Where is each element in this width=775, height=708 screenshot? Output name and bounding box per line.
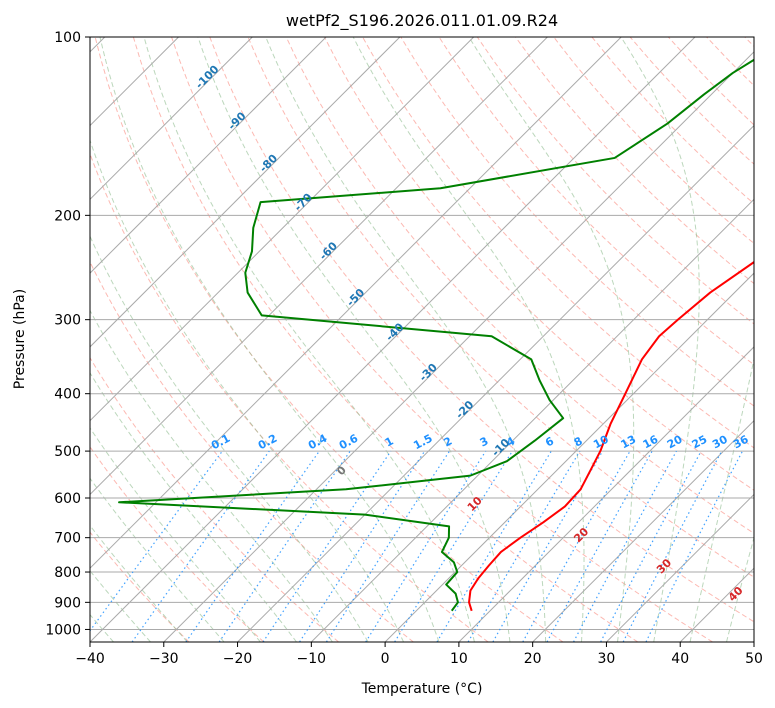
dry-adiabat [323, 37, 754, 491]
dry-adiabat [132, 37, 639, 642]
y-tick-label: 200 [54, 208, 81, 224]
isotherm [310, 198, 754, 642]
mixing-ratio-line [573, 450, 677, 642]
mixing-ratio-line [394, 450, 513, 642]
isotherm [384, 272, 754, 642]
mixing-ratio-line [218, 450, 351, 642]
mixing-ratio-label: 16 [641, 433, 661, 452]
grid-layer [90, 37, 754, 642]
moist-adiabat [468, 37, 635, 642]
mixing-ratio-line [185, 450, 320, 642]
mixing-ratio-label: 30 [710, 433, 730, 452]
plot-frame [89, 36, 755, 643]
x-tick-label: 50 [745, 651, 763, 667]
y-tick-label: 600 [54, 491, 81, 507]
x-tick-label: 30 [598, 651, 616, 667]
moist-adiabat [143, 37, 475, 642]
mixing-ratio-line [436, 450, 552, 642]
mixing-ratio-line [325, 450, 450, 642]
x-tick-label: −40 [75, 651, 105, 667]
x-tick-label: −10 [297, 651, 327, 667]
dry-adiabat [438, 37, 754, 366]
dry-adiabat [90, 531, 190, 642]
dry-adiabat [90, 446, 265, 642]
mixing-ratio-label: 20 [665, 433, 685, 452]
isotherm [532, 419, 754, 642]
x-tick-label: 20 [524, 651, 542, 667]
isotherm [90, 37, 548, 496]
x-tick-label: 10 [450, 651, 468, 667]
isotherm [90, 37, 327, 274]
x-axis: −40 −30 −20 −10 0 10 20 30 40 50 [75, 642, 763, 667]
mixing-ratio-label: 36 [731, 433, 751, 452]
y-tick-label: 900 [54, 595, 81, 611]
moist-adiabat [99, 37, 440, 642]
x-tick-label: −20 [223, 651, 253, 667]
moist-adiabat [90, 235, 369, 642]
mixing-ratio-line [131, 450, 270, 642]
plot-area [90, 37, 754, 642]
isotherm [90, 37, 401, 348]
x-tick-label: 0 [381, 651, 390, 667]
y-tick-label: 700 [54, 531, 81, 547]
moist-adiabat [90, 309, 333, 642]
mixing-ratio-label: 13 [619, 433, 639, 452]
dry-adiabat [362, 37, 754, 449]
isotherm [90, 37, 696, 642]
x-axis-title: Temperature (°C) [361, 681, 483, 697]
dewpoint-profile [118, 58, 754, 612]
series-layer [118, 58, 754, 612]
mixing-ratio-line [299, 450, 426, 642]
dry-adiabat [515, 37, 754, 285]
y-tick-label: 1000 [45, 622, 81, 638]
mixing-ratio-label: 25 [690, 433, 710, 452]
dry-adiabat [94, 37, 564, 642]
mixing-ratio-label: 10 [591, 433, 611, 452]
x-tick-label: −30 [149, 651, 179, 667]
dry-adiabat [90, 356, 339, 642]
chart-title: wetPf2_S196.2026.011.01.09.R24 [286, 11, 558, 31]
dry-adiabat [171, 37, 713, 642]
moist-adiabat [265, 37, 547, 642]
y-axis: 100 200 300 400 500 600 700 800 900 1000 [45, 30, 90, 638]
y-tick-label: 100 [54, 30, 81, 46]
mixing-ratio-line [365, 450, 487, 642]
dry-adiabat [90, 152, 489, 642]
dry-adiabat [209, 37, 754, 623]
isotherm [606, 493, 754, 642]
mixing-ratio-line [467, 450, 581, 642]
x-tick-label: 40 [671, 651, 689, 667]
moist-adiabat [689, 356, 754, 642]
isotherm [90, 37, 622, 569]
y-tick-label: 500 [54, 444, 81, 460]
isotherm [90, 37, 475, 422]
moist-adiabat [620, 37, 700, 642]
y-tick-label: 300 [54, 313, 81, 329]
y-tick-label: 400 [54, 387, 81, 403]
isotherm [163, 51, 754, 642]
y-axis-title: Pressure (hPa) [12, 289, 28, 389]
isotherm [458, 346, 754, 642]
mixing-ratio-line [262, 450, 392, 642]
moist-adiabat [90, 138, 405, 642]
isotherm [237, 124, 754, 642]
isotherm [90, 37, 253, 201]
temperature-profile [468, 260, 754, 612]
y-tick-label: 800 [54, 565, 81, 581]
